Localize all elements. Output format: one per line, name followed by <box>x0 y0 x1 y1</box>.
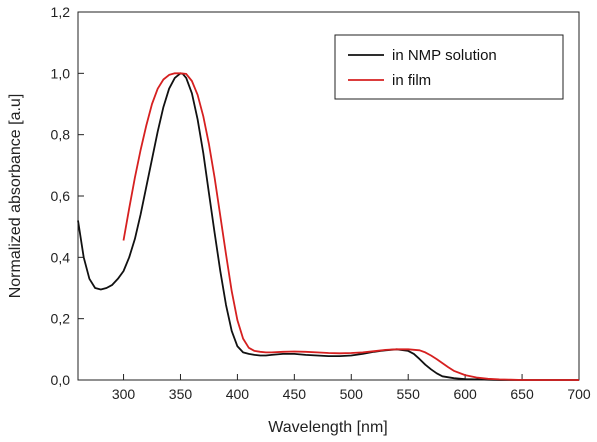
y-tick-label: 0,2 <box>51 311 71 327</box>
x-axis-title: Wavelength [nm] <box>268 419 387 436</box>
series-layer <box>77 72 579 381</box>
legend-label-film: in film <box>392 72 431 89</box>
x-tick-label: 700 <box>567 386 591 402</box>
y-tick-label: 0,8 <box>51 127 71 143</box>
series-line-in-film <box>122 72 579 381</box>
x-tick-label: 450 <box>283 386 307 402</box>
x-tick-label: 300 <box>112 386 136 402</box>
y-tick-label: 0,4 <box>51 249 71 265</box>
legend-label-nmp-solution: in NMP solution <box>392 47 497 64</box>
x-tick-label: 650 <box>510 386 534 402</box>
y-axis-title: Normalized absorbance [a.u] <box>7 94 24 299</box>
legend: in NMP solution in film <box>334 34 564 100</box>
y-tick-label: 0,6 <box>51 188 71 204</box>
x-tick-label: 500 <box>340 386 364 402</box>
series-line-in-nmp-solution <box>77 72 579 381</box>
y-tick-label: 1,0 <box>51 65 71 81</box>
y-tick-label: 0,0 <box>51 372 71 388</box>
y-tick-label: 1,2 <box>51 4 71 20</box>
legend-box <box>334 34 564 100</box>
x-tick-label: 600 <box>453 386 477 402</box>
x-tick-label: 550 <box>397 386 421 402</box>
x-tick-label: 350 <box>169 386 193 402</box>
x-axis: 300 350 400 450 500 550 600 650 700 <box>112 374 591 402</box>
x-tick-label: 400 <box>226 386 250 402</box>
y-axis: 0,0 0,2 0,4 0,6 0,8 1,0 1,2 <box>51 4 84 388</box>
